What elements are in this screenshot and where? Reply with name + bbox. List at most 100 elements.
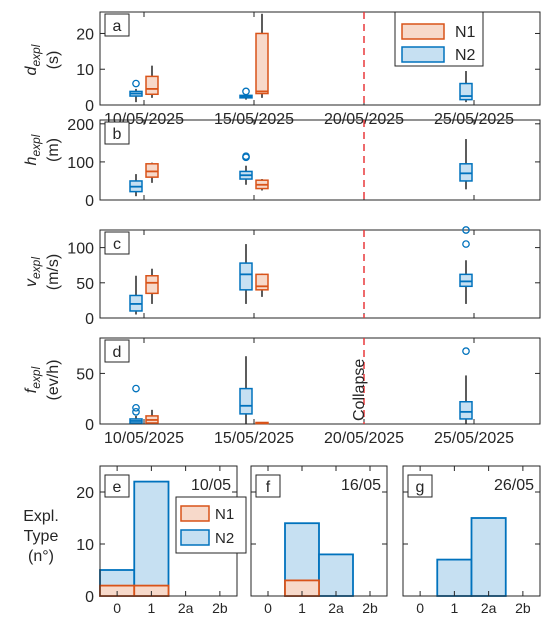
collapse-label: Collapse	[351, 359, 368, 421]
ytick-label: 100	[67, 241, 94, 258]
ylabel-a-main: d	[23, 65, 40, 75]
ylabel-e-line3: (n°)	[28, 548, 54, 565]
ylabel-c-main: v	[23, 278, 40, 287]
panel-label-d: d	[104, 339, 130, 363]
ylabel-e: Expl. Type (n°)	[23, 508, 59, 565]
box-n2	[129, 275, 143, 315]
box-panels: 0 10 20 a 10/05/2025 15/05/2025 20/05/2025 25/0…	[67, 11, 541, 447]
panel-c-frame	[99, 229, 541, 319]
panel-g: 0 1 2a 2b g 26/05	[402, 465, 541, 616]
legend-bottom-n1-swatch	[180, 505, 210, 522]
xtick-label: 2a	[178, 600, 194, 616]
bar-n2	[133, 480, 170, 597]
legend-top-n2-label: N2	[455, 47, 476, 64]
bar-panels: 0 1 2a 2b 0 10 20 e 10/05 0 1 2a 2b f 16/05 0 1 2a 2b g 26/0…	[76, 465, 541, 616]
box-n2	[239, 152, 253, 185]
svg-text:dexpl: dexpl	[23, 44, 43, 75]
xtick-label: 1	[298, 600, 306, 616]
legend-top-n1-swatch	[401, 23, 445, 40]
box-outlier	[132, 79, 140, 88]
panel-f-frame	[250, 465, 388, 597]
box-n2	[239, 356, 253, 424]
ylabel-a-sub: expl	[29, 44, 43, 66]
box-n2	[129, 174, 143, 197]
panel-label-text: f	[266, 479, 271, 496]
box-body	[239, 262, 253, 291]
ylabel-c: vexpl (m/s)	[23, 254, 62, 290]
box-body	[145, 163, 159, 178]
panel-b: 0 100 200 b	[67, 117, 541, 210]
ytick-label: 200	[67, 117, 94, 134]
box-outlier	[132, 384, 140, 393]
panel-label-e: e	[104, 474, 130, 498]
box-body	[459, 82, 473, 101]
ytick-label: 20	[76, 26, 94, 43]
box-n2	[459, 139, 473, 190]
xtick-label: 10/05/2025	[104, 430, 184, 447]
box-outlier	[462, 240, 470, 248]
legend-bottom-n1-label: N1	[215, 506, 234, 523]
box-n1	[145, 65, 159, 98]
bar-n2	[470, 517, 507, 597]
legend-bottom: N1 N2	[175, 496, 247, 554]
ylabel-e-line2: Type	[24, 528, 59, 545]
box-body	[255, 273, 269, 291]
ylabel-b-sub: expl	[29, 134, 43, 156]
box-body	[239, 387, 253, 415]
ylabel-d-unit: (ev/h)	[45, 360, 62, 401]
xtick-label: 2b	[212, 600, 228, 616]
panel-a-frame	[99, 11, 541, 106]
box-outlier	[132, 408, 140, 416]
box-body	[459, 273, 473, 288]
box-n2	[459, 226, 473, 304]
box-n1	[145, 162, 159, 183]
panel-label-text: b	[113, 126, 122, 143]
box-n1	[145, 268, 159, 304]
bar-n2	[436, 558, 473, 597]
legend-top-n1-label: N1	[455, 24, 476, 41]
svg-text:hexpl: hexpl	[23, 134, 43, 165]
panel-label-box	[104, 231, 130, 255]
box-n2	[129, 384, 143, 424]
box-outlier	[462, 226, 470, 234]
ytick-label: 10	[76, 62, 94, 79]
panel-label-text: e	[113, 479, 122, 496]
panel-label-box	[104, 121, 130, 145]
panel-label-box	[255, 474, 281, 498]
panel-b-frame	[99, 119, 541, 201]
box-outlier	[242, 152, 250, 161]
box-n1	[255, 179, 269, 191]
panel-d-frame	[99, 337, 541, 425]
ytick-label: 50	[76, 366, 94, 383]
ylabel-b-main: h	[23, 156, 40, 165]
box-body	[459, 163, 473, 182]
panel-d: 0 50 d 10/05/2025 15/05/2025 20/05/2025 25/05/…	[76, 337, 541, 447]
panel-date-label: 10/05	[191, 477, 231, 494]
box-n1	[255, 13, 269, 98]
box-outlier	[242, 87, 250, 96]
box-outlier	[132, 403, 140, 412]
box-n2	[129, 79, 143, 103]
svg-text:fexpl: fexpl	[23, 366, 43, 393]
svg-text:vexpl: vexpl	[23, 257, 43, 287]
panel-label-box	[407, 474, 433, 498]
ylabel-b-unit: (m)	[45, 138, 62, 162]
panel-label-text: a	[113, 18, 122, 35]
ylabel-c-unit: (m/s)	[45, 254, 62, 290]
panel-g-frame	[402, 465, 541, 597]
box-n2	[239, 244, 253, 304]
ytick-label: 0	[85, 417, 94, 434]
ytick-label: 100	[67, 155, 94, 172]
legend-bottom-n2-label: N2	[215, 530, 234, 547]
box-n1	[255, 421, 269, 425]
ytick-label: 0	[85, 311, 94, 328]
xtick-label: 15/05/2025	[214, 430, 294, 447]
xtick-label: 1	[450, 600, 458, 616]
panel-label-box	[104, 339, 130, 363]
xtick-label: 0	[416, 600, 424, 616]
panel-e: 0 1 2a 2b 0 10 20 e 10/05	[76, 465, 238, 616]
panel-date-label: 16/05	[341, 477, 381, 494]
ylabel-e-line1: Expl.	[23, 508, 59, 525]
